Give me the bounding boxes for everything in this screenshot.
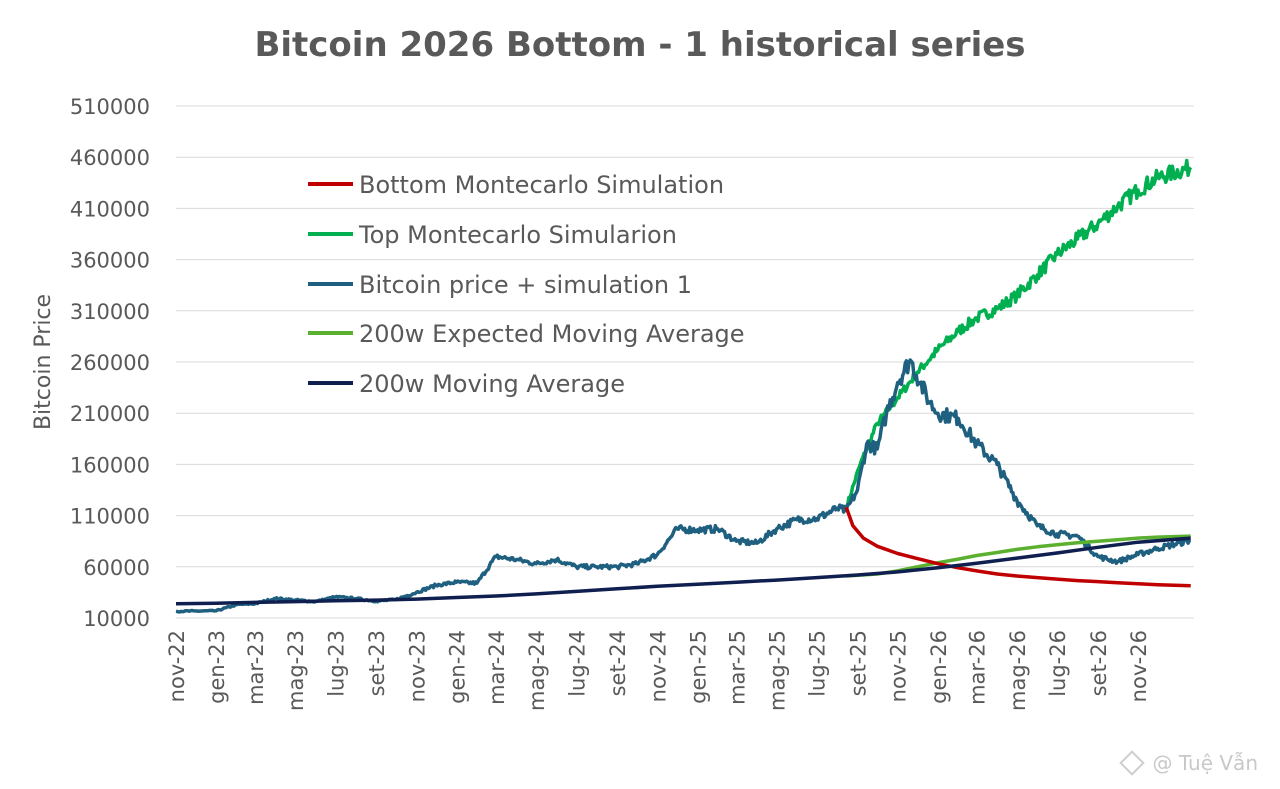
x-tick-label: lug-25	[806, 630, 830, 697]
y-tick-label: 460000	[70, 146, 150, 170]
x-tick-label: set-26	[1087, 630, 1111, 696]
y-tick-label: 160000	[70, 453, 150, 477]
y-tick-label: 510000	[70, 95, 150, 119]
x-tick-label: lug-23	[324, 630, 348, 697]
legend-label: Bottom Montecarlo Simulation	[359, 171, 724, 199]
y-tick-label: 260000	[70, 351, 150, 375]
legend-label: 200w Expected Moving Average	[359, 320, 745, 348]
x-tick-label: mar-26	[966, 630, 990, 705]
x-tick-label: mag-23	[284, 630, 308, 711]
x-tick-label: gen-26	[927, 630, 951, 704]
legend-label: 200w Moving Average	[359, 370, 625, 398]
legend-label: Top Montecarlo Simularion	[358, 221, 677, 249]
x-tick-label: set-23	[365, 630, 389, 696]
x-tick-labels: nov-22 gen-23 mar-23 mag-23 lug-23 set-23 nov-…	[165, 630, 1151, 711]
x-tick-label: nov-23	[405, 630, 429, 702]
series-line-5	[175, 536, 1191, 606]
grid-lines	[176, 105, 1194, 619]
y-tick-label: 410000	[70, 197, 150, 221]
x-tick-label: mar-23	[244, 630, 268, 705]
x-tick-label: mag-26	[1006, 630, 1030, 711]
x-tick-label: lug-26	[1046, 630, 1070, 697]
legend: Bottom Montecarlo Simulation Top Montecar…	[308, 171, 745, 398]
series-lines	[175, 158, 1193, 614]
x-tick-label: nov-25	[887, 630, 911, 702]
x-tick-label: nov-26	[1127, 630, 1151, 702]
series-line-4	[846, 534, 1191, 578]
y-tick-label: 210000	[70, 402, 150, 426]
x-tick-label: nov-24	[646, 630, 670, 702]
series-line-2	[844, 158, 1193, 509]
y-tick-label: 360000	[70, 249, 150, 273]
x-tick-label: mar-25	[725, 630, 749, 705]
x-tick-label: gen-25	[687, 630, 711, 704]
y-tick-labels: 10000 60000 110000 160000 210000 260000 310000…	[70, 95, 150, 631]
legend-label: Bitcoin price + simulation 1	[359, 271, 692, 299]
y-tick-label: 10000	[83, 607, 150, 631]
diamond-icon	[1118, 750, 1145, 776]
y-tick-label: 110000	[70, 505, 150, 529]
x-tick-label: set-25	[847, 630, 871, 696]
chart-title: Bitcoin 2026 Bottom - 1 historical serie…	[254, 25, 1025, 65]
y-tick-label: 60000	[83, 556, 150, 580]
x-tick-label: gen-23	[205, 630, 229, 704]
y-tick-label: 310000	[70, 300, 150, 324]
series-line-1	[844, 506, 1191, 588]
x-tick-label: lug-24	[565, 630, 589, 697]
watermark: @ Tuệ Vẫn	[1118, 750, 1259, 776]
series-line-3	[175, 358, 1192, 614]
x-tick-label: mag-25	[766, 630, 790, 711]
y-axis-label: Bitcoin Price	[31, 294, 56, 430]
x-tick-label: mar-24	[485, 630, 509, 705]
x-tick-label: gen-24	[446, 630, 470, 704]
x-tick-label: nov-22	[165, 630, 189, 702]
watermark-text: @ Tuệ Vẫn	[1152, 751, 1259, 775]
x-tick-label: mag-24	[525, 630, 549, 711]
x-tick-label: set-24	[606, 630, 630, 696]
